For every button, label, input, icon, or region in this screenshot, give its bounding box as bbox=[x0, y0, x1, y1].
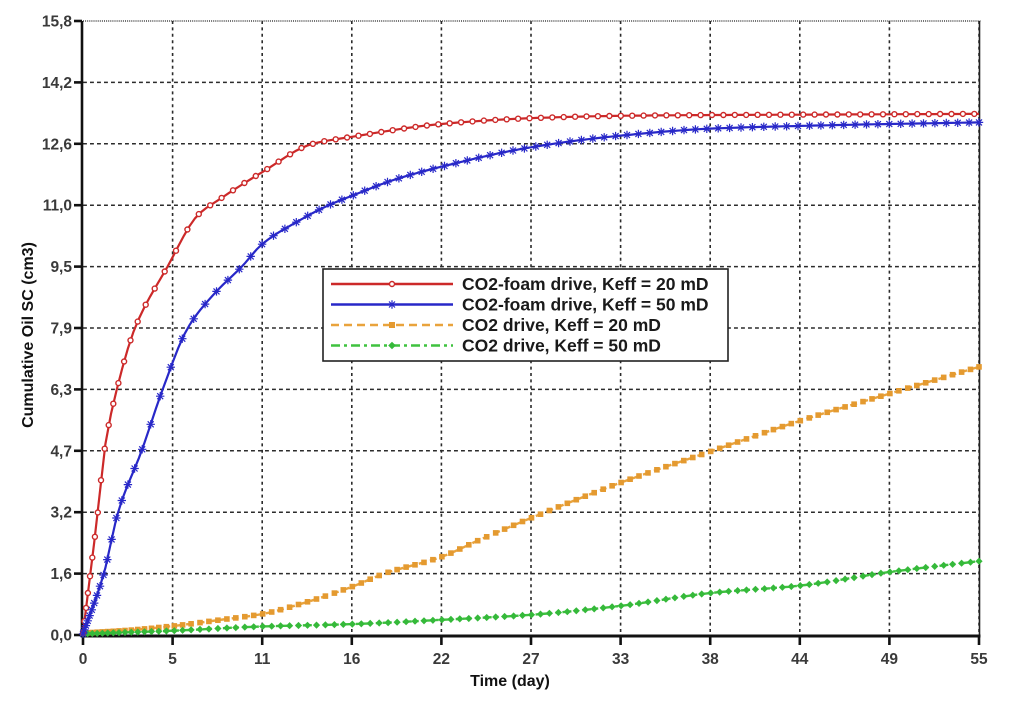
svg-text:0: 0 bbox=[79, 651, 88, 668]
svg-text:55: 55 bbox=[970, 651, 988, 668]
svg-text:11: 11 bbox=[254, 651, 271, 668]
svg-text:22: 22 bbox=[433, 651, 450, 668]
svg-text:CO2 drive, Keff = 20 mD: CO2 drive, Keff = 20 mD bbox=[462, 315, 661, 335]
svg-text:44: 44 bbox=[791, 651, 809, 668]
svg-text:Cumulative Oil SC (cm3): Cumulative Oil SC (cm3) bbox=[20, 242, 37, 428]
svg-text:38: 38 bbox=[702, 651, 720, 668]
svg-text:27: 27 bbox=[522, 651, 539, 668]
svg-text:CO2-foam drive, Keff = 20 mD: CO2-foam drive, Keff = 20 mD bbox=[462, 274, 709, 294]
svg-text:3,2: 3,2 bbox=[50, 505, 72, 522]
svg-text:12,6: 12,6 bbox=[42, 136, 73, 153]
svg-text:CO2 drive, Keff = 50 mD: CO2 drive, Keff = 50 mD bbox=[462, 336, 661, 356]
svg-text:16: 16 bbox=[343, 651, 361, 668]
svg-text:15,8: 15,8 bbox=[42, 14, 73, 31]
svg-text:4,7: 4,7 bbox=[50, 443, 72, 460]
svg-text:49: 49 bbox=[881, 651, 899, 668]
svg-text:33: 33 bbox=[612, 651, 630, 668]
svg-text:1,6: 1,6 bbox=[50, 566, 72, 583]
svg-text:7,9: 7,9 bbox=[50, 321, 72, 338]
svg-text:6,3: 6,3 bbox=[50, 382, 72, 399]
svg-text:14,2: 14,2 bbox=[42, 75, 72, 92]
svg-text:0,0: 0,0 bbox=[50, 628, 72, 645]
svg-text:CO2-foam drive, Keff = 50 mD: CO2-foam drive, Keff = 50 mD bbox=[462, 295, 709, 315]
svg-text:Time (day): Time (day) bbox=[470, 673, 550, 690]
svg-text:11,0: 11,0 bbox=[43, 198, 72, 215]
svg-text:5: 5 bbox=[168, 651, 177, 668]
svg-text:9,5: 9,5 bbox=[50, 259, 72, 276]
